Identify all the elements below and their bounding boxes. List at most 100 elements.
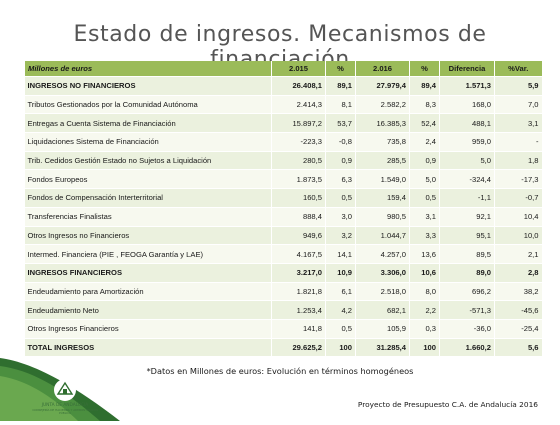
row-label: Otros Ingresos no Financieros [24, 226, 272, 246]
cell-v2016: 3.306,0 [355, 263, 410, 283]
row-label: Fondos de Compensación Interterritorial [24, 188, 272, 208]
cell-v2015: -223,3 [271, 132, 326, 152]
column-header: Diferencia [439, 61, 495, 77]
cell-diff: 1.571,3 [439, 76, 495, 96]
cell-v2016: 27.979,4 [355, 76, 410, 96]
table-row: Fondos de Compensación Interterritorial 1… [24, 188, 542, 208]
row-label: Intermed. Financiera (PIE , FEOGA Garant… [24, 244, 272, 264]
table-header-row: Millones de euros 2.015 % 2.016 % Difere… [24, 61, 542, 77]
cell-diff: -36,0 [439, 319, 495, 339]
row-label: Liquidaciones Sistema de Financiación [24, 132, 272, 152]
cell-var: 10,4 [494, 207, 542, 227]
cell-v2016: 285,5 [355, 151, 410, 171]
cell-v2016: 682,1 [355, 300, 410, 320]
cell-v2015: 3.217,0 [271, 263, 326, 283]
table-row: Tributos Gestionados por la Comunidad Au… [24, 95, 542, 115]
cell-var: -17,3 [494, 169, 542, 190]
cell-diff: 89,0 [439, 263, 495, 283]
cell-p2015: 0,9 [325, 151, 356, 171]
cell-v2016: 980,5 [355, 207, 410, 227]
row-label: Otros Ingresos Financieros [24, 319, 272, 339]
cell-p2015: 0,5 [325, 319, 356, 339]
cell-p2016: 89,4 [409, 76, 440, 96]
table-row: Entregas a Cuenta Sistema de Financiació… [24, 113, 542, 134]
cell-var: 10,0 [494, 226, 542, 246]
table-row: INGRESOS FINANCIEROS 3.217,0 10,9 3.306,0 10… [24, 263, 542, 283]
cell-p2015: 6,1 [325, 282, 356, 302]
cell-var: 2,8 [494, 263, 542, 283]
logo-line2: CONSEJERÍA DE HACIENDA Y ADMINISTRACIÓN … [32, 408, 98, 416]
cell-diff: 89,5 [439, 244, 495, 264]
table-row: Transferencias Finalistas 888,4 3,0 980,5 3,… [24, 207, 542, 227]
cell-var: 5,6 [494, 338, 542, 358]
table-row: Intermed. Financiera (PIE , FEOGA Garant… [24, 244, 542, 264]
footer-text: Proyecto de Presupuesto C.A. de Andalucí… [357, 400, 538, 409]
logo-text: JUNTA DE ANDALUCIA CONSEJERÍA DE HACIEND… [30, 403, 100, 416]
cell-p2015: 100 [325, 338, 356, 358]
cell-v2015: 15.897,2 [271, 113, 326, 134]
cell-v2015: 29.625,2 [271, 338, 326, 358]
cell-v2016: 105,9 [355, 319, 410, 339]
cell-v2016: 4.257,0 [355, 244, 410, 264]
cell-diff: -324,4 [439, 169, 495, 190]
logo-line1: JUNTA DE ANDALUCIA [41, 403, 89, 408]
row-label: Endeudamiento para Amortización [24, 282, 272, 302]
cell-v2016: 2.582,2 [355, 95, 410, 115]
cell-p2016: 10,6 [409, 263, 440, 283]
row-label: Trib. Cedidos Gestión Estado no Sujetos … [24, 151, 272, 171]
cell-v2016: 16.385,3 [355, 113, 410, 134]
cell-diff: 168,0 [439, 95, 495, 115]
cell-v2015: 280,5 [271, 151, 326, 171]
cell-p2015: 0,5 [325, 188, 356, 208]
cell-var: 3,1 [494, 113, 542, 134]
column-header: % [409, 61, 440, 77]
cell-var: 38,2 [494, 282, 542, 302]
cell-var: 5,9 [494, 76, 542, 96]
cell-p2015: 3,0 [325, 207, 356, 227]
cell-var: -0,7 [494, 188, 542, 208]
cell-p2015: 8,1 [325, 95, 356, 115]
cell-diff: 696,2 [439, 282, 495, 302]
column-header: % [325, 61, 356, 77]
cell-p2015: -0,8 [325, 132, 356, 152]
cell-v2015: 1.873,5 [271, 169, 326, 190]
cell-v2015: 1.253,4 [271, 300, 326, 320]
income-table: Millones de euros 2.015 % 2.016 % Difere… [24, 61, 542, 358]
table-row: TOTAL INGRESOS 29.625,2 100 31.285,4 100 1.66… [24, 338, 542, 358]
cell-diff: 488,1 [439, 113, 495, 134]
cell-p2016: 100 [409, 338, 440, 358]
table-row: Trib. Cedidos Gestión Estado no Sujetos … [24, 151, 542, 171]
cell-p2016: 0,5 [409, 188, 440, 208]
cell-p2015: 6,3 [325, 169, 356, 190]
column-header: 2.016 [355, 61, 410, 77]
cell-p2015: 89,1 [325, 76, 356, 96]
cell-var: 1,8 [494, 151, 542, 171]
table-row: Endeudamiento Neto 1.253,4 4,2 682,1 2,2 -571… [24, 300, 542, 320]
cell-diff: 959,0 [439, 132, 495, 152]
column-header: %Var. [494, 61, 542, 77]
row-label: Fondos Europeos [24, 169, 272, 190]
cell-v2015: 4.167,5 [271, 244, 326, 264]
table-row: Otros Ingresos Financieros 141,8 0,5 105,9 0… [24, 319, 542, 339]
cell-v2016: 735,8 [355, 132, 410, 152]
cell-v2015: 26.408,1 [271, 76, 326, 96]
row-label: Tributos Gestionados por la Comunidad Au… [24, 95, 272, 115]
row-label: INGRESOS NO FINANCIEROS [24, 76, 272, 96]
cell-diff: 95,1 [439, 226, 495, 246]
column-header: 2.015 [271, 61, 326, 77]
cell-var: -45,6 [494, 300, 542, 320]
cell-var: - [494, 132, 542, 152]
cell-p2016: 13,6 [409, 244, 440, 264]
table-row: Liquidaciones Sistema de Financiación -22… [24, 132, 542, 152]
cell-p2015: 3,2 [325, 226, 356, 246]
cell-v2015: 888,4 [271, 207, 326, 227]
cell-v2016: 159,4 [355, 188, 410, 208]
cell-diff: -571,3 [439, 300, 495, 320]
cell-p2016: 3,3 [409, 226, 440, 246]
cell-p2016: 52,4 [409, 113, 440, 134]
row-label: INGRESOS FINANCIEROS [24, 263, 272, 283]
cell-diff: 1.660,2 [439, 338, 495, 358]
row-label: Transferencias Finalistas [24, 207, 272, 227]
cell-p2016: 3,1 [409, 207, 440, 227]
cell-v2015: 1.821,8 [271, 282, 326, 302]
